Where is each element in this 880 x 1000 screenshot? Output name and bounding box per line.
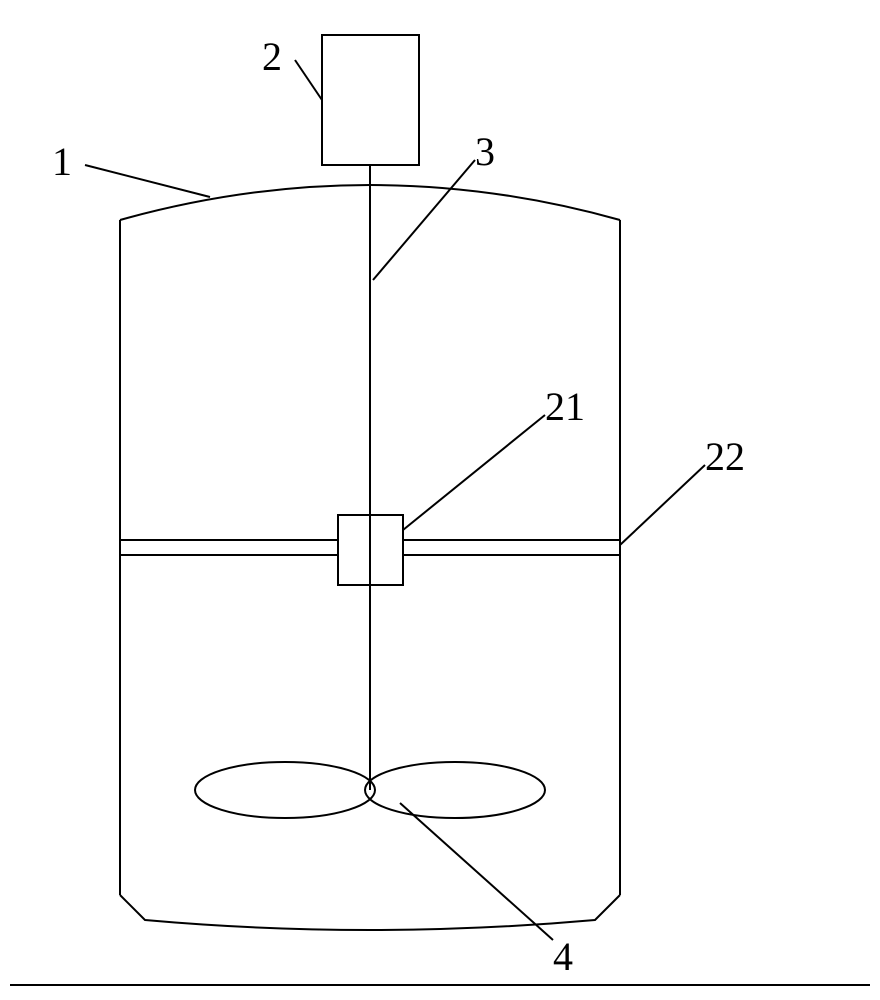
impeller-left (195, 762, 375, 818)
leader-line-3 (373, 160, 475, 280)
label-21: 21 (545, 384, 585, 429)
impeller-right (365, 762, 545, 818)
leader-line-2 (295, 60, 322, 100)
motor (322, 35, 419, 165)
leader-line-4 (400, 803, 553, 940)
leader-line-1 (85, 165, 210, 197)
label-3: 3 (475, 129, 495, 174)
label-1: 1 (52, 139, 72, 184)
label-2: 2 (262, 34, 282, 79)
label-22: 22 (705, 434, 745, 479)
leader-line-21 (403, 415, 545, 530)
leader-line-22 (620, 465, 705, 545)
schematic-diagram: 21321224 (0, 0, 880, 1000)
label-4: 4 (553, 934, 573, 979)
vessel-bottom (120, 895, 620, 930)
